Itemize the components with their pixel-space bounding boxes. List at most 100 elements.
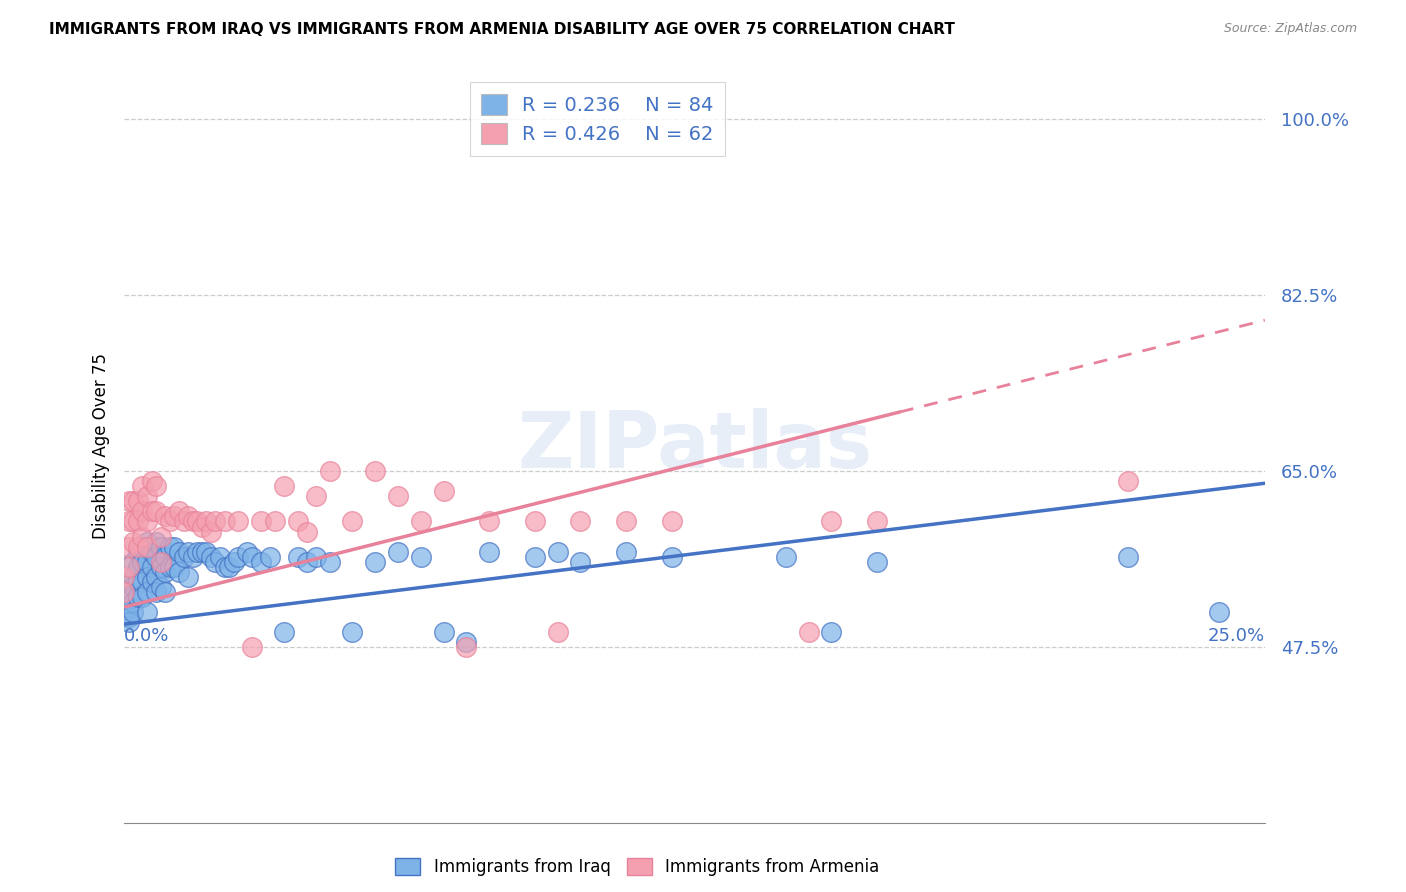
Point [163,509,186,524]
Y-axis label: Disability Age Over 75: Disability Age Over 75 [93,353,110,539]
Point [127,574,149,589]
Point [118,494,141,508]
Point [112,605,135,619]
Point [112,585,135,599]
Point [131,530,153,544]
Point [218,559,240,574]
Point [177,544,200,558]
Point [127,544,149,558]
Point [305,489,328,503]
Point [167,504,190,518]
Point [173,549,195,564]
Point [208,549,231,564]
Point [173,515,195,529]
Point [240,549,263,564]
Point [163,540,186,554]
Point [155,565,177,579]
Point [364,464,387,478]
Point [136,555,159,569]
Point [136,605,159,619]
Point [387,544,409,558]
Point [122,595,145,609]
Point [112,610,135,624]
Point [127,494,149,508]
Point [122,515,145,529]
Point [569,555,592,569]
Point [569,515,592,529]
Point [149,555,172,569]
Point [118,615,141,629]
Point [342,625,364,640]
Point [145,585,167,599]
Text: 25.0%: 25.0% [1208,627,1265,645]
Point [866,515,889,529]
Point [181,549,204,564]
Point [177,570,200,584]
Point [614,515,637,529]
Point [200,549,222,564]
Point [433,484,456,499]
Point [273,479,295,493]
Point [523,515,546,529]
Point [195,515,218,529]
Point [159,515,181,529]
Point [661,515,683,529]
Point [191,544,214,558]
Point [236,544,259,558]
Point [136,515,159,529]
Point [136,540,159,554]
Point [159,559,181,574]
Point [1116,549,1139,564]
Text: Source: ZipAtlas.com: Source: ZipAtlas.com [1223,22,1357,36]
Point [145,570,167,584]
Point [131,555,153,569]
Point [409,549,432,564]
Point [273,625,295,640]
Text: IMMIGRANTS FROM IRAQ VS IMMIGRANTS FROM ARMENIA DISABILITY AGE OVER 75 CORRELATI: IMMIGRANTS FROM IRAQ VS IMMIGRANTS FROM … [49,22,955,37]
Point [112,570,135,584]
Point [141,544,163,558]
Point [122,580,145,594]
Point [136,585,159,599]
Point [141,474,163,488]
Point [204,515,226,529]
Point [456,635,478,649]
Point [240,640,263,655]
Point [145,479,167,493]
Point [127,590,149,604]
Point [214,559,236,574]
Point [181,515,204,529]
Point [820,625,842,640]
Point [797,625,820,640]
Point [163,559,186,574]
Point [200,524,222,539]
Point [259,549,281,564]
Point [614,544,637,558]
Point [204,555,226,569]
Point [409,515,432,529]
Point [149,540,172,554]
Point [263,515,285,529]
Point [177,509,200,524]
Point [167,565,190,579]
Point [122,534,145,549]
Point [155,509,177,524]
Point [226,549,249,564]
Point [118,515,141,529]
Point [342,515,364,529]
Point [155,549,177,564]
Point [141,504,163,518]
Point [478,544,501,558]
Point [478,515,501,529]
Point [131,590,153,604]
Point [145,504,167,518]
Point [1116,474,1139,488]
Point [1208,605,1230,619]
Point [547,544,569,558]
Point [523,549,546,564]
Point [118,559,141,574]
Point [222,555,245,569]
Text: 0.0%: 0.0% [124,627,170,645]
Point [186,515,208,529]
Point [226,515,249,529]
